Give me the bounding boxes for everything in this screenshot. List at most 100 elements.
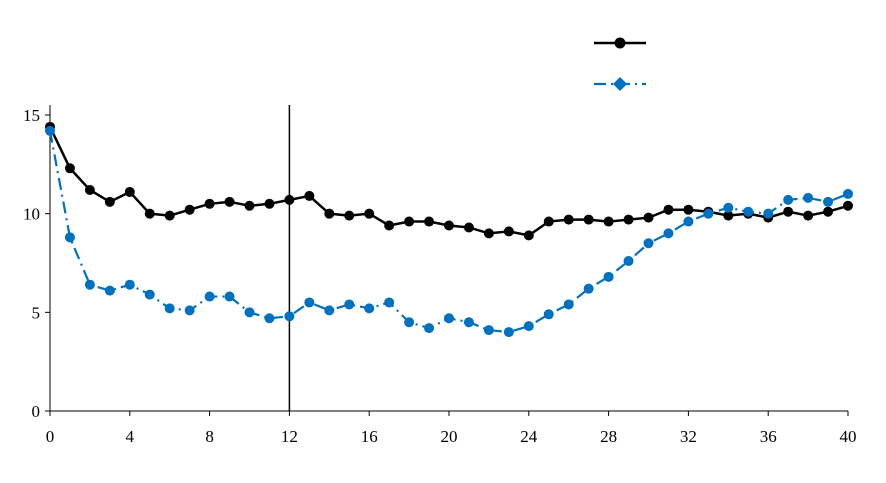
data-point (84, 184, 95, 195)
data-point (823, 196, 834, 207)
data-point (344, 210, 355, 221)
data-point (264, 313, 275, 324)
data-point (64, 163, 75, 174)
data-point (483, 228, 494, 239)
y-tick-label: 10 (23, 205, 40, 224)
y-tick-label: 0 (32, 402, 41, 421)
legend-entry-2 (594, 77, 646, 91)
legend-entry-1 (594, 37, 646, 49)
data-point (284, 194, 295, 205)
series-2 (45, 125, 853, 338)
x-tick-label: 0 (46, 427, 55, 446)
data-point (444, 220, 454, 231)
data-point (783, 194, 794, 205)
data-point (503, 226, 514, 237)
data-point (244, 307, 255, 318)
data-point (583, 214, 594, 225)
x-tick-label: 16 (361, 427, 378, 446)
data-point (104, 196, 115, 207)
data-point (404, 317, 415, 328)
data-point (683, 204, 694, 215)
data-point (364, 303, 375, 314)
data-point (603, 271, 614, 282)
data-point (483, 325, 494, 336)
data-point (264, 198, 275, 209)
data-point (84, 279, 95, 290)
x-tick-label: 4 (126, 427, 135, 446)
x-tick-label: 12 (281, 427, 298, 446)
legend (594, 37, 646, 91)
data-point (364, 208, 375, 219)
data-point (424, 323, 435, 334)
data-point (164, 303, 175, 314)
series-1 (45, 121, 853, 241)
data-point (164, 210, 175, 221)
data-point (444, 313, 454, 324)
data-point (603, 216, 614, 227)
data-point (45, 125, 55, 136)
data-point (184, 204, 195, 215)
data-point (543, 216, 554, 227)
x-tick-label: 36 (760, 427, 777, 446)
x-tick-label: 8 (205, 427, 214, 446)
axes: 0 5 10 15 0 4 8 12 16 20 24 28 32 36 40 (23, 105, 857, 446)
data-point (144, 289, 155, 300)
data-point (224, 291, 235, 302)
data-point (224, 196, 235, 207)
data-point (324, 208, 335, 219)
data-point (663, 204, 674, 215)
data-point (104, 285, 115, 296)
data-point (683, 216, 694, 227)
data-point (843, 188, 853, 199)
data-point (124, 186, 135, 197)
data-point (823, 206, 834, 217)
data-point (344, 299, 355, 310)
data-point (583, 283, 594, 294)
data-point (803, 210, 814, 221)
data-point (64, 232, 75, 243)
y-tick-label: 5 (32, 303, 41, 322)
data-point (623, 256, 634, 267)
data-point (184, 305, 195, 316)
data-point (523, 321, 534, 332)
data-point (523, 230, 534, 241)
data-point (384, 220, 395, 231)
data-point (723, 202, 734, 213)
data-point (404, 216, 415, 227)
data-point (643, 212, 654, 223)
data-point (424, 216, 435, 227)
data-point (384, 297, 395, 308)
data-point (304, 190, 315, 201)
data-point (144, 208, 155, 219)
data-point (124, 279, 135, 290)
y-tick-label: 15 (23, 106, 40, 125)
data-point (503, 327, 514, 338)
data-point (703, 208, 714, 219)
x-tick-label: 32 (680, 427, 697, 446)
x-tick-label: 20 (441, 427, 458, 446)
data-point (643, 238, 654, 249)
series-layer (45, 121, 853, 338)
data-point (563, 214, 574, 225)
series-line (48, 130, 849, 334)
data-point (463, 317, 474, 328)
x-tick-label: 28 (600, 427, 617, 446)
data-point (783, 206, 794, 217)
legend-marker (613, 77, 627, 91)
data-point (623, 214, 634, 225)
data-point (663, 228, 674, 239)
data-point (763, 208, 774, 219)
data-point (284, 311, 295, 322)
data-point (743, 206, 754, 217)
x-tick-label: 24 (520, 427, 538, 446)
data-point (543, 309, 554, 320)
x-tick-label: 40 (840, 427, 857, 446)
data-point (304, 297, 315, 308)
data-point (803, 192, 814, 203)
data-point (324, 305, 335, 316)
data-point (463, 222, 474, 233)
legend-marker (614, 37, 626, 49)
data-point (843, 200, 853, 211)
data-point (563, 299, 574, 310)
